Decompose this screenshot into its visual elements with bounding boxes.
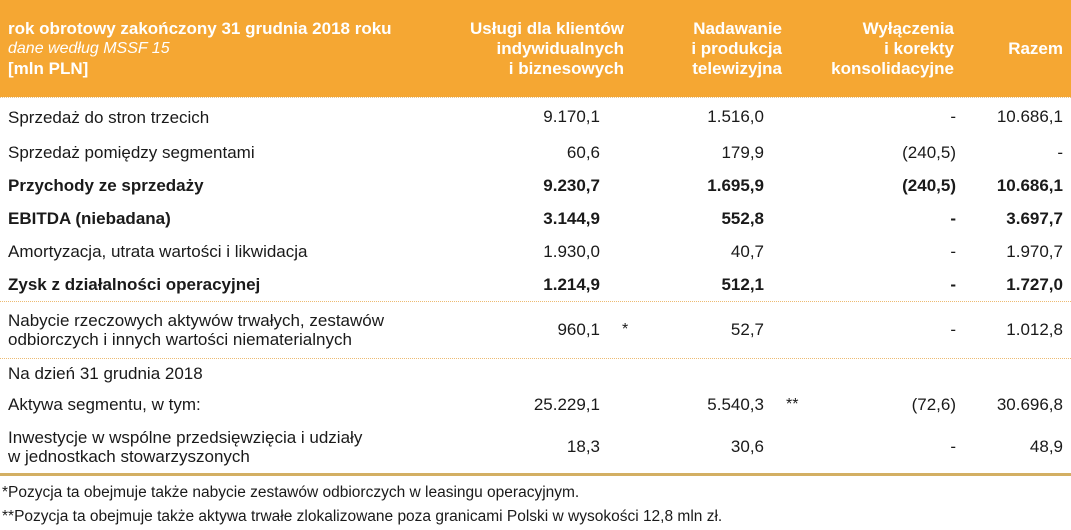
- value-cell: -: [1057, 142, 1063, 162]
- header-col-total: Razem: [1008, 38, 1063, 58]
- row-label: Sprzedaż do stron trzecich: [8, 107, 210, 127]
- header-period-label: rok obrotowy zakończony 31 grudnia 2018 …: [0, 19, 450, 79]
- section-label: Na dzień 31 grudnia 2018: [8, 364, 203, 383]
- value-cell: 1.695,9: [707, 175, 764, 195]
- value-cell: -: [950, 241, 956, 261]
- footnotes: *Pozycja ta obejmuje także nabycie zesta…: [0, 473, 1071, 529]
- value-cell: 1.516,0: [707, 107, 764, 126]
- header-col-consolidation-adjustments: Wyłączenia i korekty konsolidacyjne: [831, 18, 954, 78]
- value-cell: -: [950, 107, 956, 126]
- value-cell: (240,5): [902, 142, 956, 162]
- footnote-1: *Pozycja ta obejmuje także nabycie zesta…: [2, 484, 580, 501]
- table-row-joint-ventures: Inwestycje w wspólne przedsięwzięcia i u…: [0, 421, 1071, 473]
- table-row: Sprzedaż pomiędzy segmentami 60,6 179,9 …: [0, 136, 1071, 169]
- header-col-broadcasting-tv-production: Nadawanie i produkcja telewizyjna: [691, 18, 782, 78]
- table-row-operating-profit: Zysk z działalności operacyjnej 1.214,9 …: [0, 268, 1071, 301]
- value-cell: -: [950, 437, 956, 456]
- table-body: Sprzedaż do stron trzecich 9.170,1 1.516…: [0, 97, 1071, 473]
- value-cell: 3.697,7: [1006, 208, 1063, 228]
- value-cell: 5.540,3: [707, 394, 764, 414]
- value-cell: 9.170,1: [543, 107, 600, 126]
- row-label: Inwestycje w wspólne przedsięwzięcia i u…: [8, 428, 363, 466]
- value-cell: 10.686,1: [996, 175, 1063, 195]
- value-cell: 18,3: [566, 437, 600, 456]
- table-header: rok obrotowy zakończony 31 grudnia 2018 …: [0, 0, 1071, 97]
- value-cell: 1.727,0: [1006, 274, 1063, 294]
- row-label: Nabycie rzeczowych aktywów trwałych, zes…: [8, 311, 385, 349]
- value-cell: 1.930,0: [543, 241, 600, 261]
- value-cell: 40,7: [730, 241, 764, 261]
- header-period-line1: rok obrotowy zakończony 31 grudnia 2018 …: [8, 18, 392, 38]
- row-label: Aktywa segmentu, w tym:: [8, 395, 201, 414]
- value-cell: 1.012,8: [1006, 320, 1063, 339]
- table-row: Amortyzacja, utrata wartości i likwidacj…: [0, 235, 1071, 268]
- value-cell: 179,9: [721, 142, 764, 162]
- value-cell: 10.686,1: [996, 107, 1063, 126]
- value-cell: 30,6: [730, 437, 764, 456]
- footnote-marker-double-asterisk: **: [786, 395, 799, 413]
- row-label: Zysk z działalności operacyjnej: [8, 275, 261, 294]
- value-cell: 1.970,7: [1006, 241, 1063, 261]
- header-col-retail-business-services: Usługi dla klientów indywidualnych i biz…: [470, 18, 624, 78]
- value-cell: 25.229,1: [533, 394, 600, 414]
- table-row-ebitda: EBITDA (niebadana) 3.144,9 552,8 - 3.697…: [0, 202, 1071, 235]
- value-cell: (240,5): [902, 175, 956, 195]
- row-label: Przychody ze sprzedaży: [8, 176, 204, 195]
- value-cell: 3.144,9: [543, 208, 600, 228]
- value-cell: 52,7: [730, 320, 764, 339]
- table-row-segment-assets: Aktywa segmentu, w tym: 25.229,1 5.540,3…: [0, 388, 1071, 421]
- table-section-row: Na dzień 31 grudnia 2018: [0, 358, 1071, 388]
- header-unit-line3: [mln PLN]: [8, 58, 89, 78]
- row-label: Amortyzacja, utrata wartości i likwidacj…: [8, 242, 308, 261]
- header-standard-line2: dane według MSSF 15: [8, 39, 170, 57]
- value-cell: 48,9: [1029, 437, 1063, 456]
- footnote-2: **Pozycja ta obejmuje także aktywa trwał…: [2, 508, 723, 525]
- footnote-marker-asterisk: *: [622, 321, 629, 338]
- value-cell: (72,6): [911, 394, 956, 414]
- value-cell: 30.696,8: [996, 394, 1063, 414]
- value-cell: 9.230,7: [543, 175, 600, 195]
- value-cell: 552,8: [721, 208, 764, 228]
- value-cell: -: [950, 208, 956, 228]
- value-cell: 960,1: [557, 320, 600, 339]
- row-label: Sprzedaż pomiędzy segmentami: [8, 143, 255, 162]
- table-row-total-revenue: Przychody ze sprzedaży 9.230,7 1.695,9 (…: [0, 169, 1071, 202]
- value-cell: 512,1: [721, 274, 764, 294]
- value-cell: -: [950, 274, 956, 294]
- value-cell: 1.214,9: [543, 274, 600, 294]
- table-row: Sprzedaż do stron trzecich 9.170,1 1.516…: [0, 98, 1071, 136]
- row-label: EBITDA (niebadana): [8, 209, 171, 228]
- value-cell: 60,6: [566, 142, 600, 162]
- table-row-capex: Nabycie rzeczowych aktywów trwałych, zes…: [0, 301, 1071, 358]
- value-cell: -: [950, 320, 956, 339]
